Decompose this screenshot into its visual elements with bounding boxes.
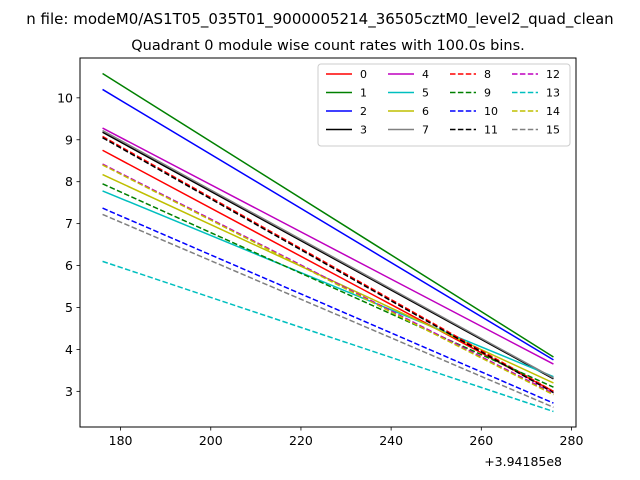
- series-line-9: [102, 183, 554, 388]
- series-line-15: [102, 213, 554, 408]
- series-line-7: [102, 129, 554, 379]
- x-tick-label: 180: [109, 433, 133, 448]
- x-tick-label: 280: [560, 433, 584, 448]
- y-axis-ticks: 3 4 5 6 7 8 9 10: [57, 90, 80, 399]
- y-tick-label: 7: [65, 216, 73, 231]
- y-tick-label: 3: [65, 384, 73, 399]
- legend-label-5: 5: [422, 87, 429, 100]
- series-line-11: [102, 137, 554, 394]
- legend-label-14: 14: [546, 105, 560, 118]
- figure-suptitle: n file: modeM0/AS1T05_035T01_9000005214_…: [26, 10, 613, 29]
- y-tick-label: 9: [65, 132, 73, 147]
- x-axis-offset-label: +3.94185e8: [484, 454, 562, 469]
- y-tick-label: 8: [65, 174, 73, 189]
- legend-label-10: 10: [484, 105, 498, 118]
- x-tick-label: 220: [289, 433, 313, 448]
- series-line-8: [102, 135, 554, 393]
- legend-label-12: 12: [546, 68, 560, 81]
- series-line-2: [102, 88, 554, 361]
- legend-label-1: 1: [360, 87, 367, 100]
- series-line-10: [102, 207, 554, 404]
- x-axis-ticks: 180 200 220 240 260 280: [109, 427, 584, 448]
- x-tick-label: 260: [469, 433, 493, 448]
- series-line-13: [102, 260, 554, 413]
- y-tick-label: 4: [65, 342, 73, 357]
- x-tick-label: 240: [379, 433, 403, 448]
- series-line-4: [102, 127, 554, 365]
- chart-title: Quadrant 0 module wise count rates with …: [131, 38, 525, 54]
- legend-label-13: 13: [546, 87, 560, 100]
- series-layer: [102, 72, 554, 413]
- series-line-14: [102, 164, 554, 396]
- series-line-12: [102, 163, 554, 395]
- legend-label-0: 0: [360, 68, 367, 81]
- legend-label-3: 3: [360, 124, 367, 137]
- x-tick-label: 200: [199, 433, 223, 448]
- series-line-0: [102, 149, 554, 393]
- legend-label-6: 6: [422, 105, 429, 118]
- series-line-3: [102, 131, 554, 380]
- legend-label-8: 8: [484, 68, 491, 81]
- legend-box: [317, 63, 571, 147]
- series-line-1: [102, 72, 554, 358]
- legend-label-7: 7: [422, 124, 429, 137]
- axes-frame: [79, 57, 577, 428]
- y-tick-label: 6: [65, 258, 73, 273]
- series-line-5: [102, 190, 554, 378]
- legend-label-2: 2: [360, 105, 367, 118]
- legend-label-11: 11: [484, 124, 498, 137]
- legend-label-15: 15: [546, 124, 560, 137]
- y-tick-label: 10: [57, 90, 73, 105]
- y-tick-label: 5: [65, 300, 73, 315]
- legend-label-4: 4: [422, 68, 429, 81]
- legend-label-9: 9: [484, 87, 491, 100]
